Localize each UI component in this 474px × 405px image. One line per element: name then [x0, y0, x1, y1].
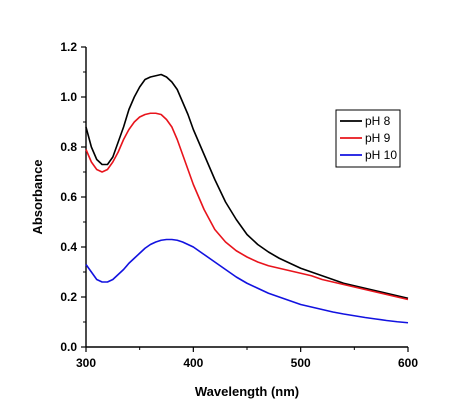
legend-label: pH 9 [365, 131, 391, 145]
x-axis: 300 400 500 600 [76, 347, 418, 370]
y-tick-label: 0.2 [60, 290, 77, 304]
series-line-ph-8 [85, 73, 409, 300]
y-tick-label: 1.0 [60, 90, 77, 104]
x-tick-label: 300 [76, 356, 96, 370]
y-tick-label: 0.0 [60, 340, 77, 354]
series-layer [85, 73, 409, 324]
y-tick-label: 0.8 [60, 140, 77, 154]
x-tick-label: 600 [398, 356, 418, 370]
legend: pH 8 pH 9 pH 10 [335, 109, 401, 168]
x-tick-label: 500 [291, 356, 311, 370]
legend-label: pH 10 [365, 148, 397, 162]
y-axis-title: Absorbance [30, 159, 45, 234]
y-tick-label: 0.6 [60, 190, 77, 204]
y-tick-label: 0.4 [60, 240, 77, 254]
plot-area [85, 47, 408, 348]
y-axis: 0.0 0.2 0.4 0.6 0.8 1.0 1.2 [60, 40, 86, 354]
series-line-ph-9 [85, 112, 409, 301]
y-tick-label: 1.2 [60, 40, 77, 54]
legend-label: pH 8 [365, 114, 391, 128]
x-tick-label: 400 [183, 356, 203, 370]
series-line-ph-10 [85, 238, 409, 324]
x-axis-title: Wavelength (nm) [195, 384, 299, 399]
